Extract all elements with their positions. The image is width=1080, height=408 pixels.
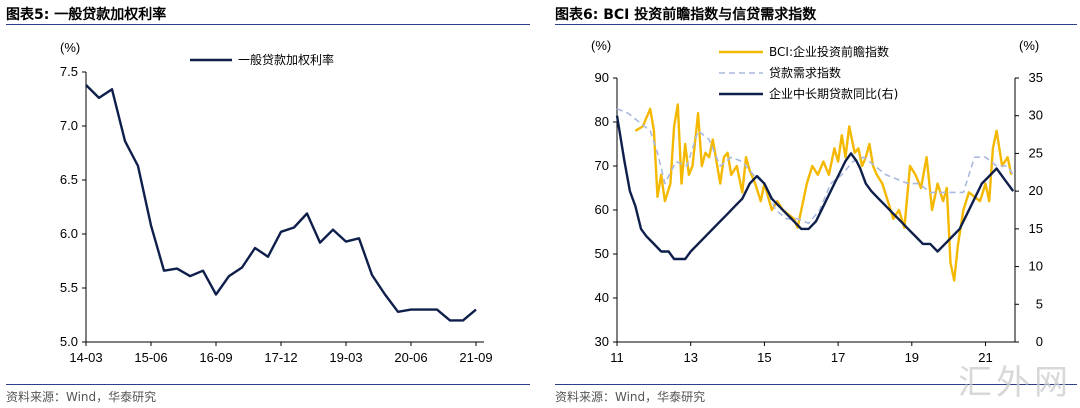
right-left-y-tick-label: 80 <box>595 114 609 129</box>
right-right-y-tick-label: 15 <box>1029 221 1043 236</box>
right-right-y-tick-label: 35 <box>1029 70 1043 85</box>
right-right-y-tick-label: 20 <box>1029 183 1043 198</box>
right-series-line-mid-long-loans <box>615 115 1015 261</box>
right-legend-loan-demand-label: 贷款需求指数 <box>769 65 841 80</box>
right-right-y-tick-label: 30 <box>1029 108 1043 123</box>
right-left-unit-label: (%) <box>591 38 611 53</box>
right-left-y-tick-label: 70 <box>595 158 609 173</box>
left-title-rule <box>6 24 530 25</box>
right-right-y-tick-label: 25 <box>1029 145 1043 160</box>
left-x-tick-label: 15-06 <box>134 350 167 365</box>
left-x-tick-label: 17-12 <box>264 350 297 365</box>
right-figure-panel: 图表6: BCI 投资前瞻指数与信贷需求指数 (%) (%) 30 40 50 60 70 8… <box>549 0 1080 408</box>
right-source-rule <box>555 384 1077 385</box>
right-left-y-tick-label: 60 <box>595 202 609 217</box>
right-left-y-tick-label: 40 <box>595 290 609 305</box>
left-x-tick-label: 16-09 <box>199 350 232 365</box>
right-left-y-tick-label: 30 <box>595 334 609 349</box>
left-x-tick-label: 21-09 <box>459 350 492 365</box>
right-x-tick-label: 17 <box>831 350 845 365</box>
left-source-note: 资料来源：Wind，华泰研究 <box>6 390 157 404</box>
right-source-note: 资料来源：Wind，华泰研究 <box>555 390 706 404</box>
left-x-tick-label: 19-03 <box>329 350 362 365</box>
right-legend-mid-long-loans-label: 企业中长期贷款同比(右) <box>769 86 898 101</box>
left-y-tick-label: 7.5 <box>60 64 78 79</box>
left-legend-label: 一般贷款加权利率 <box>238 52 334 67</box>
right-chart-svg: (%) (%) 30 40 50 60 70 80 90 0 5 10 15 20 25 30 35 11 13 15… <box>591 38 1043 365</box>
right-left-y-tick-label: 90 <box>595 70 609 85</box>
right-right-y-tick-label: 0 <box>1036 334 1043 349</box>
left-figure-title: 图表5: 一般贷款加权利率 <box>6 7 167 23</box>
right-series-line-bci <box>634 103 1013 282</box>
right-right-y-tick-label: 10 <box>1029 259 1043 274</box>
right-left-y-tick-label: 50 <box>595 246 609 261</box>
right-right-y-tick-label: 5 <box>1036 296 1043 311</box>
left-y-tick-label: 7.0 <box>60 118 78 133</box>
left-y-tick-label: 5.0 <box>60 334 78 349</box>
left-x-tick-label: 14-03 <box>69 350 102 365</box>
left-source-rule <box>6 384 530 385</box>
watermark-logo: 汇外网 <box>958 363 1072 403</box>
right-x-tick-label: 21 <box>978 350 992 365</box>
left-y-tick-label: 6.5 <box>60 172 78 187</box>
right-x-tick-label: 11 <box>610 350 624 365</box>
right-figure-title: 图表6: BCI 投资前瞻指数与信贷需求指数 <box>555 7 817 23</box>
right-legend-bci-label: BCI:企业投资前瞻指数 <box>769 44 889 59</box>
left-series-line-loan-rate <box>85 84 477 322</box>
right-x-tick-label: 13 <box>683 350 697 365</box>
left-y-unit-label: (%) <box>60 40 80 55</box>
left-x-tick-label: 20-06 <box>394 350 427 365</box>
left-figure-panel: 图表5: 一般贷款加权利率 (%) 5.0 5.5 6.0 6.5 7.0 7.5 14-03… <box>6 7 530 404</box>
left-y-tick-label: 5.5 <box>60 280 78 295</box>
left-chart-svg: (%) 5.0 5.5 6.0 6.5 7.0 7.5 14-03 15-06 16-09 17-1… <box>60 40 493 365</box>
left-y-tick-label: 6.0 <box>60 226 78 241</box>
right-title-rule <box>555 24 1077 25</box>
right-x-tick-label: 15 <box>757 350 771 365</box>
right-x-tick-label: 19 <box>905 350 919 365</box>
right-series-line-loan-demand <box>616 108 1014 224</box>
right-right-unit-label: (%) <box>1019 38 1039 53</box>
